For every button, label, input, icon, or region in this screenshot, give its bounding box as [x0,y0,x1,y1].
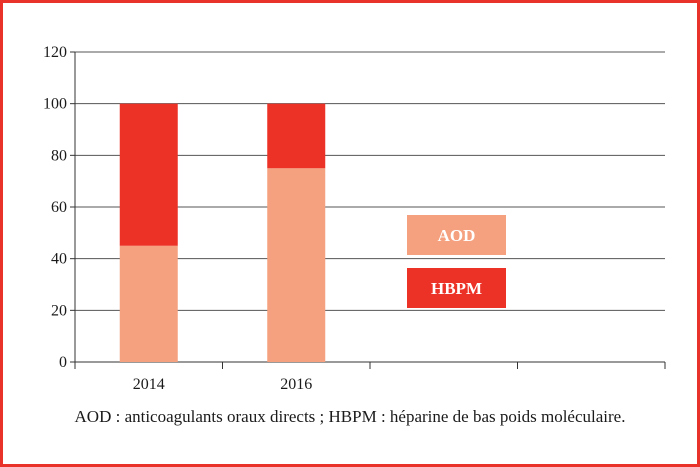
y-tick-label: 80 [51,147,67,164]
x-tick-label: 2016 [280,376,312,393]
bar-hbpm-2014 [119,103,178,246]
y-tick-label: 120 [43,44,67,61]
x-tick-label: 2014 [133,376,165,393]
legend-swatch-hbpm [407,268,506,308]
y-tick-label: 20 [51,302,67,319]
legend-label-hbpm: HBPM [431,279,482,298]
y-tick-label: 60 [51,199,67,216]
y-tick-label: 100 [43,96,67,113]
bar-aod-2016 [267,168,326,362]
legend-swatch-aod [407,215,506,255]
bar-aod-2014 [119,245,178,362]
bar-hbpm-2016 [267,103,326,169]
y-tick-label: 0 [59,354,67,371]
y-tick-label: 40 [51,251,67,268]
legend-label-aod: AOD [438,226,476,245]
figure-caption: AOD : anticoagulants oraux directs ; HBP… [74,407,626,426]
